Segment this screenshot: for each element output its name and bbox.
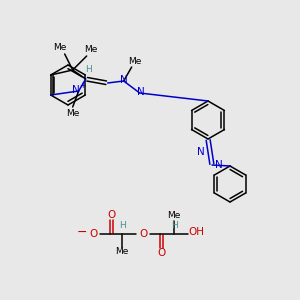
Text: −: −: [77, 226, 87, 238]
Text: N: N: [72, 85, 80, 95]
Text: Me: Me: [66, 109, 80, 118]
Text: Me: Me: [115, 248, 129, 256]
Text: N: N: [120, 75, 128, 85]
Text: H: H: [171, 221, 177, 230]
Text: O: O: [89, 229, 97, 239]
Text: N: N: [215, 160, 223, 170]
Text: O: O: [139, 229, 147, 239]
Text: Me: Me: [53, 44, 66, 52]
Text: OH: OH: [188, 227, 204, 237]
Text: O: O: [107, 210, 115, 220]
Text: Me: Me: [167, 212, 181, 220]
Text: H: H: [118, 221, 125, 230]
Text: N: N: [197, 147, 205, 157]
Text: Me: Me: [84, 46, 98, 55]
Text: N: N: [137, 87, 145, 97]
Text: H: H: [85, 65, 92, 74]
Text: +: +: [80, 82, 86, 91]
Text: O: O: [157, 248, 165, 258]
Text: Me: Me: [128, 56, 141, 65]
